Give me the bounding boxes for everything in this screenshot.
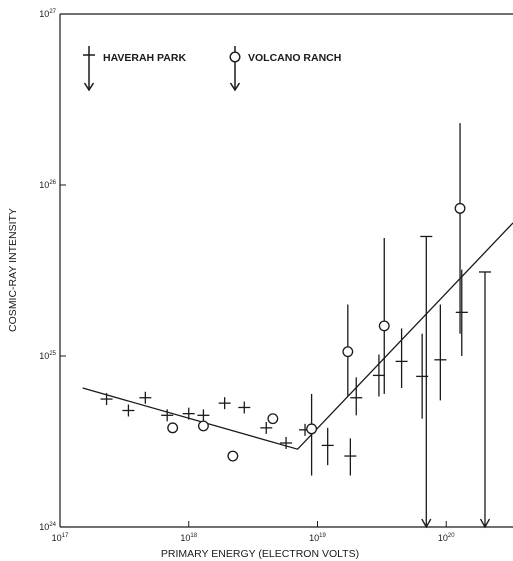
haverah-park-point bbox=[182, 407, 195, 420]
x-tick-label: 1020 bbox=[438, 533, 455, 543]
y-tick-label: 1024 bbox=[39, 522, 56, 532]
volcano-ranch-point bbox=[227, 450, 239, 462]
y-tick-label: 1026 bbox=[39, 180, 56, 190]
haverah-park-point bbox=[260, 421, 273, 434]
ticks-layer: 1017 1018 1019 1020 1024 1025 1026 1027 bbox=[39, 9, 455, 543]
haverah-park-point bbox=[161, 409, 174, 422]
haverah-park-point bbox=[218, 397, 231, 410]
x-tick-label: 1019 bbox=[309, 533, 326, 543]
volcano-ranch-point bbox=[306, 423, 318, 435]
y-tick-label: 1025 bbox=[39, 351, 56, 361]
x-tick-label: 1017 bbox=[52, 533, 69, 543]
haverah-park-point bbox=[238, 401, 251, 414]
volcano-ranch-point bbox=[342, 346, 354, 358]
volcano-ranch-point bbox=[167, 422, 179, 434]
haverah-park-point bbox=[100, 393, 113, 406]
fit-layer bbox=[82, 222, 513, 450]
upper-limit-arrow bbox=[478, 271, 491, 529]
haverah-park-point bbox=[122, 404, 135, 417]
volcano-ranch-point bbox=[267, 413, 279, 425]
legend-label-volcano-ranch: VOLCANO RANCH bbox=[248, 52, 341, 64]
x-tick-label: 1018 bbox=[180, 533, 197, 543]
y-axis-label: COSMIC-RAY INTENSITY bbox=[7, 208, 19, 332]
legend-circle-marker bbox=[229, 46, 241, 92]
volcano-ranch-point bbox=[378, 320, 390, 332]
upper-limit-arrow bbox=[420, 235, 433, 529]
legend-label-haverah-park: HAVERAH PARK bbox=[103, 52, 186, 64]
marks-layer bbox=[100, 123, 491, 529]
legend-plus-marker bbox=[83, 46, 95, 92]
plot-frame bbox=[59, 13, 513, 528]
haverah-park-point bbox=[139, 391, 152, 404]
haverah-park-point bbox=[280, 436, 293, 449]
x-axis-label: PRIMARY ENERGY (ELECTRON VOLTS) bbox=[161, 548, 359, 560]
y-tick-label: 1027 bbox=[39, 9, 56, 19]
haverah-park-point bbox=[197, 409, 210, 422]
volcano-ranch-point bbox=[454, 202, 466, 214]
fit-line bbox=[82, 222, 513, 450]
legend: HAVERAH PARK VOLCANO RANCH bbox=[83, 46, 341, 92]
volcano-ranch-point bbox=[197, 420, 209, 432]
